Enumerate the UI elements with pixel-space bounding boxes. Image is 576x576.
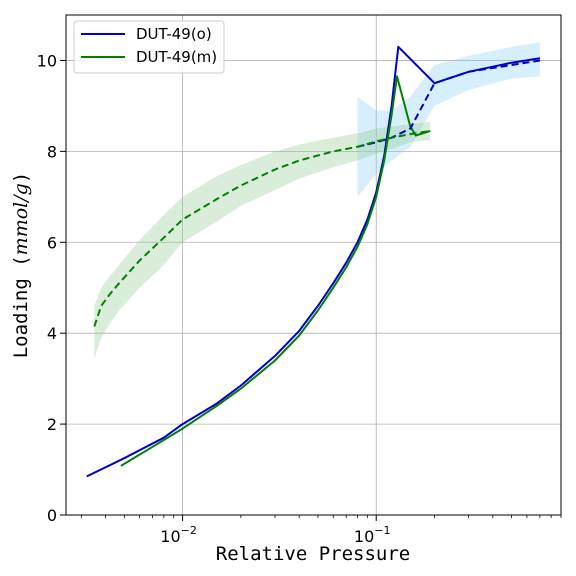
y-axis-label-text: Loading ( [10,255,32,358]
y-tick-label: 10 [37,51,57,70]
y-tick-label: 6 [47,233,57,252]
x-tick-base: 10 [160,527,180,546]
y-axis-label-close: ) [10,172,32,183]
y-tick-label: 2 [47,415,57,434]
legend-label-m: DUT-49(m) [136,48,217,66]
x-tick-label: 10−1 [354,524,391,546]
x-tick-base: 10 [354,527,374,546]
series-line-0 [86,45,541,478]
series-line-3 [93,129,431,327]
x-tick-exponent: −1 [374,524,390,537]
y-tick-label: 4 [47,324,57,343]
plot-frame [65,14,562,516]
y-tick-label: 0 [47,506,57,525]
y-axis-label-unit: mmol/g [10,183,32,255]
x-tick-label: 10−2 [160,524,197,546]
x-axis-label: Relative Pressure [216,543,410,565]
series-line-2 [357,59,541,148]
line-layer [86,45,541,478]
uncertainty-band-2 [357,42,540,197]
y-axis-label: Loading (mmol/g) [10,172,32,359]
legend: DUT-49(o) DUT-49(m) [73,20,225,74]
series-line-1 [120,75,431,467]
y-tick-label: 8 [47,142,57,161]
x-tick-exponent: −2 [181,524,197,537]
legend-label-o: DUT-49(o) [136,25,212,43]
